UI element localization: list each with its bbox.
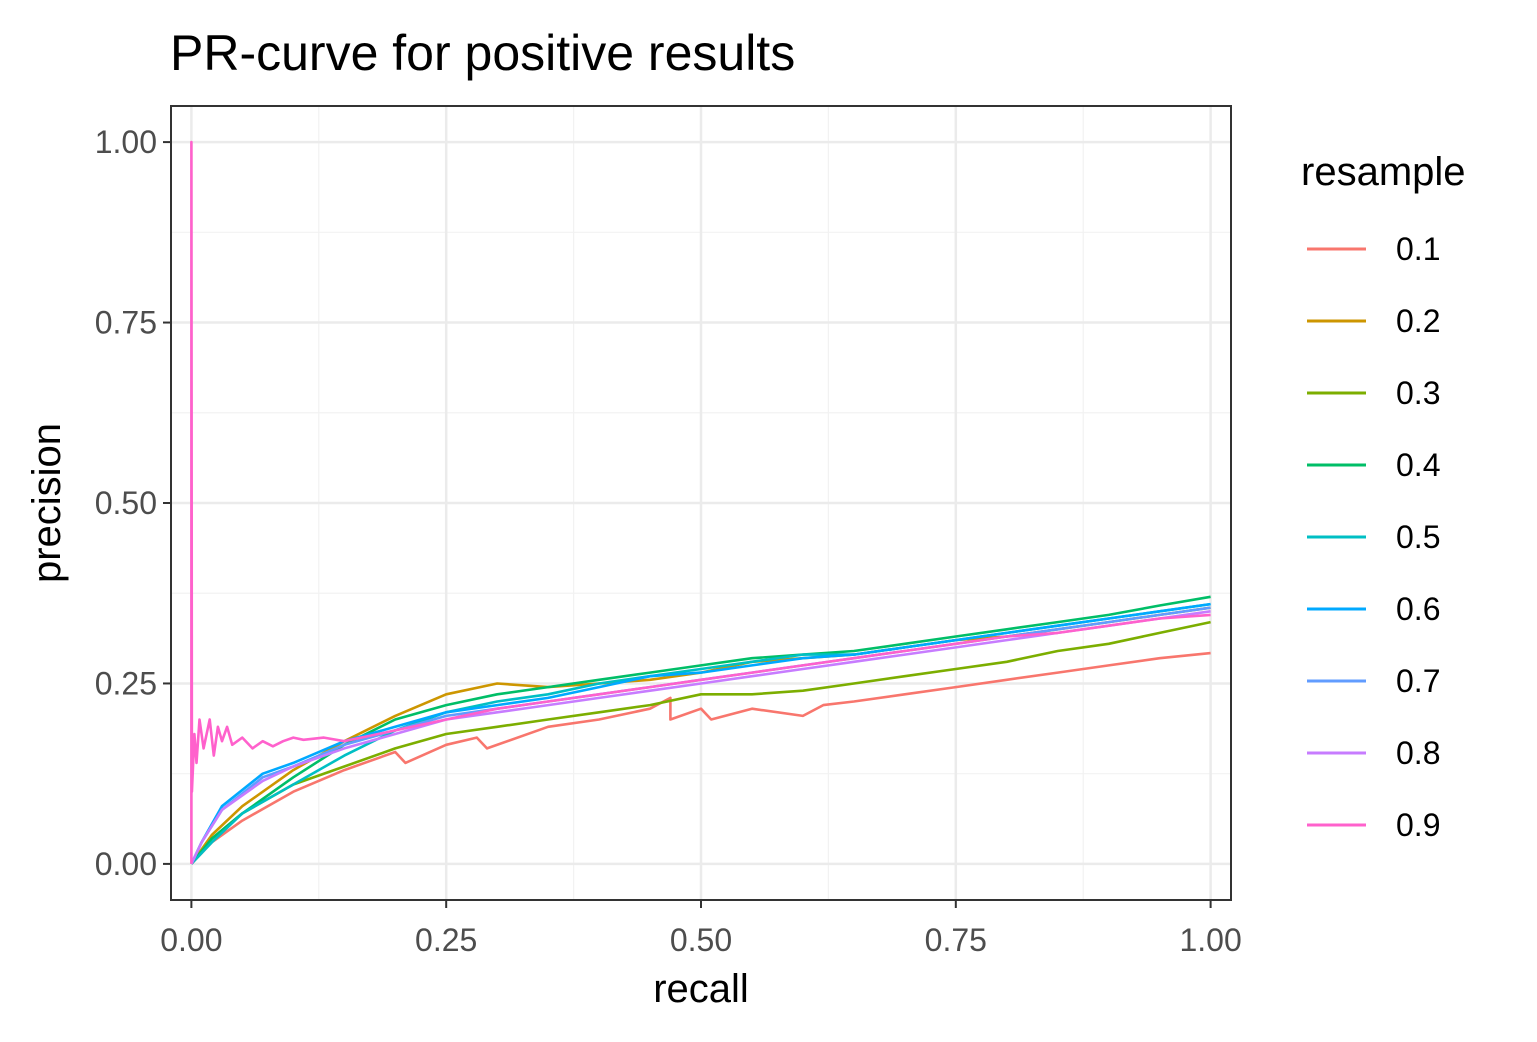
legend-label: 0.5 <box>1396 519 1440 555</box>
legend-item: 0.5 <box>1307 519 1440 555</box>
x-tick-label: 0.75 <box>925 922 987 958</box>
series-lines <box>190 140 1211 865</box>
legend-item: 0.1 <box>1307 231 1440 267</box>
legend-item: 0.6 <box>1307 591 1440 627</box>
y-tick-label: 0.75 <box>95 305 157 341</box>
legend-item: 0.3 <box>1307 375 1440 411</box>
series-line-0-1 <box>190 651 1211 865</box>
legend: resample 0.1 0.2 0.3 0.4 0.5 0.6 0.7 0.8 0.9 <box>1301 150 1466 843</box>
legend-item: 0.4 <box>1307 447 1440 483</box>
legend-title: resample <box>1301 150 1466 194</box>
series-line-0-3 <box>190 620 1211 865</box>
y-axis: 0.00 0.25 0.50 0.75 1.00 <box>95 124 171 882</box>
legend-item: 0.7 <box>1307 663 1440 699</box>
x-tick-label: 0.50 <box>670 922 732 958</box>
y-tick-label: 0.25 <box>95 665 157 701</box>
legend-label: 0.8 <box>1396 735 1440 771</box>
x-axis: 0.00 0.25 0.50 0.75 1.00 <box>160 900 1242 958</box>
series-line-0-4 <box>190 595 1211 865</box>
legend-item: 0.2 <box>1307 303 1440 339</box>
y-tick-label: 0.00 <box>95 846 157 882</box>
chart-title: PR-curve for positive results <box>170 25 795 81</box>
y-tick-label: 1.00 <box>95 124 157 160</box>
legend-label: 0.1 <box>1396 231 1440 267</box>
legend-item: 0.8 <box>1307 735 1440 771</box>
legend-label: 0.3 <box>1396 375 1440 411</box>
x-axis-title: recall <box>653 967 749 1011</box>
series-line-0-9 <box>190 140 1211 864</box>
legend-label: 0.6 <box>1396 591 1440 627</box>
legend-label: 0.2 <box>1396 303 1440 339</box>
y-axis-title: precision <box>25 423 69 583</box>
legend-item: 0.9 <box>1307 807 1440 843</box>
legend-label: 0.4 <box>1396 447 1440 483</box>
y-tick-label: 0.50 <box>95 485 157 521</box>
x-tick-label: 0.00 <box>160 922 222 958</box>
legend-label: 0.9 <box>1396 807 1440 843</box>
series-line-0-8 <box>190 610 1211 865</box>
legend-label: 0.7 <box>1396 663 1440 699</box>
x-tick-label: 1.00 <box>1179 922 1241 958</box>
series-line-0-6 <box>190 602 1211 865</box>
x-tick-label: 0.25 <box>415 922 477 958</box>
